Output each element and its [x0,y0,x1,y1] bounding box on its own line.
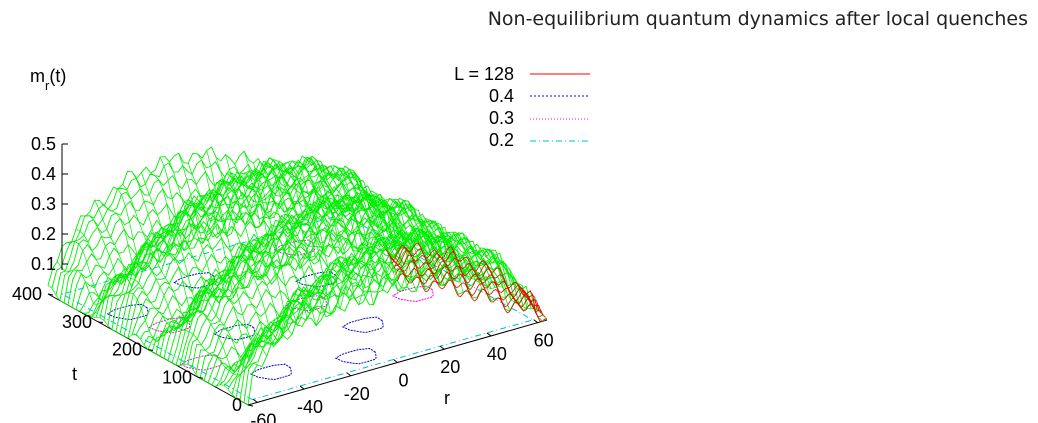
x-tick [393,359,398,363]
y-tick [197,376,204,379]
y-tick-label: 0 [232,395,242,415]
contour-line [249,363,292,381]
z-axis-label: mr(t) [30,66,66,93]
axes-layer: 0.10.20.30.40.5mr(t)-60-40-200204060r010… [12,66,554,423]
surface-underside [385,242,536,309]
surface-col [262,157,464,293]
surface-col [299,174,501,299]
surface-col [234,164,436,291]
surface-col [66,241,268,373]
legend-entry: 0.4 [489,86,590,106]
contour-line [173,272,216,289]
x-tick-label: 20 [440,357,460,377]
surface-col [271,155,473,298]
surface-col [327,186,529,306]
legend-label-1: L = 128 [454,64,514,84]
surface-row [55,170,356,296]
contour-line [341,316,384,333]
x-axis-label: r [444,388,450,408]
surface-col [206,150,408,306]
surface-col [178,153,380,316]
z-tick-label: 0.3 [31,194,56,214]
x-tick-label: -60 [250,410,276,423]
x-tick [346,372,352,377]
y-tick [247,404,254,407]
x-tick [533,319,538,324]
contour-line [213,323,256,341]
legend-label-4: 0.2 [489,130,514,150]
surface-col [253,162,454,292]
surface-col [141,172,342,326]
contour-line [295,271,338,288]
contour-line [391,285,434,302]
surface-col [150,172,352,319]
x-tick [299,385,305,390]
y-tick-label: 300 [62,312,92,332]
x-tick-label: 40 [487,344,507,364]
x-tick-label: -20 [344,384,370,404]
surface-col [243,151,445,286]
y-tick-label: 400 [12,284,42,304]
z-tick-label: 0.4 [31,164,56,184]
surface-underside [391,254,542,314]
legend: L = 128 0.4 0.3 0.2 [454,64,590,150]
surface-col [318,171,520,305]
surface-col [290,165,492,301]
y-tick-label: 100 [162,367,192,387]
contour-line [334,347,377,365]
x-tick-label: 0 [398,371,408,391]
surface-col [169,161,370,313]
contour-line [179,354,222,371]
surface-col [131,171,333,336]
x-tick [253,398,258,403]
x-tick-label: 60 [534,331,554,351]
surface-col [57,261,258,376]
surface-mesh [47,146,548,406]
legend-entry: 0.3 [489,108,590,128]
x-tick [486,332,492,337]
surface-col [215,157,417,296]
z-tick-label: 0.1 [31,254,56,274]
header-title: Non-equilibrium quantum dynamics after l… [487,8,1028,30]
surface-row [111,180,412,330]
surface-underside [397,272,548,322]
x-tick [439,345,445,350]
surface-col [159,156,361,327]
contour-line [273,239,316,256]
surface-col [85,215,286,362]
x-tick-label: -40 [297,397,323,417]
legend-entry: L = 128 [454,64,590,84]
surface-underside [395,267,546,318]
y-tick [47,293,54,296]
surface-col [197,153,398,302]
y-axis-label: t [72,364,77,384]
surface-underside [393,260,544,316]
surface-col [94,199,295,348]
surface-col [75,228,277,362]
y-tick [97,321,104,324]
surface-col [187,163,389,310]
legend-entry: 0.2 [489,130,590,150]
surface-col [225,154,426,306]
surface-underside [389,250,540,312]
legend-label-2: 0.4 [489,86,514,106]
surface-col [281,169,482,289]
surface-col [346,207,548,320]
surface-col [337,194,539,317]
z-tick-label: 0.2 [31,224,56,244]
surface-col [122,183,323,337]
z-tick-label: 0.5 [31,134,56,154]
y-tick [147,349,154,351]
y-tick-label: 200 [112,340,142,360]
surface-underside [387,247,538,310]
legend-label-3: 0.3 [489,108,514,128]
